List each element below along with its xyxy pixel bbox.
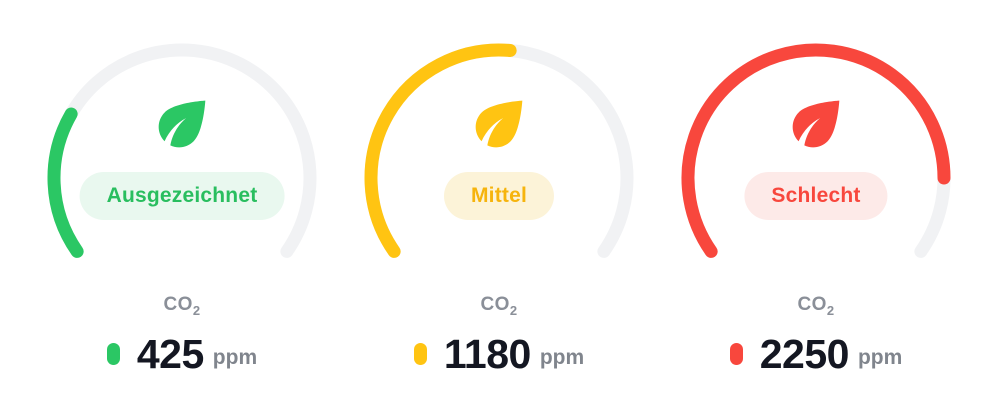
co2-label: CO2 — [163, 294, 201, 318]
leaf-icon — [781, 89, 851, 159]
co2-subscript: 2 — [192, 302, 201, 318]
co2-dot-icon — [413, 342, 427, 365]
gauge-arc — [681, 43, 951, 258]
co2-subscript: 2 — [509, 302, 518, 318]
gauge-progress-arc — [364, 43, 517, 258]
co2-value: 425 — [136, 330, 204, 377]
co2-dot-icon — [729, 342, 743, 365]
co2-unit: ppm — [212, 345, 258, 369]
co2-unit: ppm — [539, 345, 585, 369]
gauge-progress-arc — [47, 107, 84, 258]
gauge-progress-arc — [681, 43, 951, 258]
gauge-card-bad: Schlecht CO2 2250 ppm — [658, 0, 975, 416]
co2-value: 1180 — [443, 330, 531, 377]
co2-value: 2250 — [759, 330, 850, 377]
co2-reading: 2250 ppm — [729, 330, 903, 377]
co2-reading: 1180 ppm — [413, 330, 585, 377]
gauge-arc — [47, 43, 317, 258]
co2-reading: 425 ppm — [106, 330, 258, 377]
gauge-card-medium: Mittel CO2 1180 ppm — [341, 0, 658, 416]
status-badge: Ausgezeichnet — [79, 172, 285, 220]
status-badge-label: Schlecht — [771, 184, 861, 207]
co2-unit: ppm — [857, 345, 903, 369]
leaf-icon — [464, 89, 534, 159]
status-badge-label: Ausgezeichnet — [106, 184, 258, 207]
leaf-icon — [147, 89, 217, 159]
co2-label: CO2 — [480, 294, 518, 318]
co2-dot-icon — [106, 342, 120, 365]
gauge-medium: Mittel — [359, 37, 639, 272]
co2-label: CO2 — [797, 294, 835, 318]
gauge-bad: Schlecht — [676, 37, 956, 272]
status-badge: Mittel — [443, 172, 555, 220]
status-badge-label: Mittel — [470, 184, 528, 207]
gauge-arc — [364, 43, 634, 258]
gauge-card-excellent: Ausgezeichnet CO2 425 ppm — [24, 0, 341, 416]
co2-subscript: 2 — [826, 302, 835, 318]
status-badge: Schlecht — [744, 172, 888, 220]
gauge-excellent: Ausgezeichnet — [42, 37, 322, 272]
